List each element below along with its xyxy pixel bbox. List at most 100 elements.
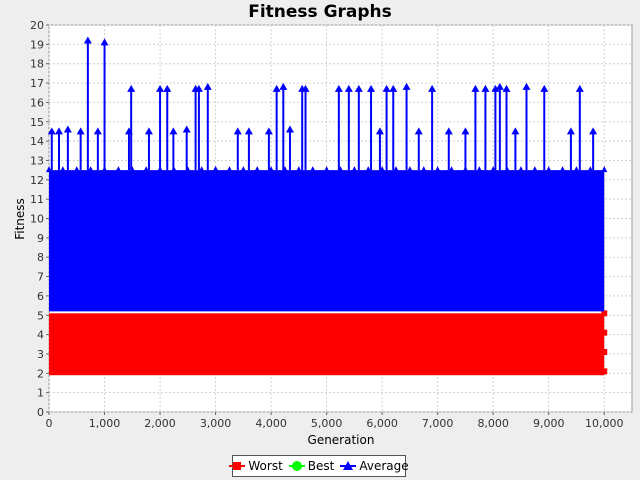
- series-average-marker: [144, 127, 153, 135]
- series-average-marker: [93, 127, 102, 135]
- series-average-marker: [295, 166, 302, 173]
- series-average-band: [49, 170, 605, 312]
- legend-item-best: Best: [288, 459, 335, 473]
- y-tick-label: 18: [30, 58, 44, 71]
- series-average-marker: [184, 166, 191, 173]
- series-average-marker: [428, 84, 437, 92]
- series-average-marker: [517, 166, 524, 173]
- series-average-marker: [233, 127, 242, 135]
- legend-marker-best: [288, 460, 305, 472]
- x-tick-label: 0: [46, 417, 53, 430]
- series-average-marker: [351, 166, 358, 173]
- series-average-marker: [76, 127, 85, 135]
- y-tick-label: 16: [30, 96, 44, 109]
- series-average-marker: [402, 82, 411, 90]
- series-average-marker: [157, 166, 164, 173]
- series-average-marker: [203, 82, 212, 90]
- x-tick-label: 1,000: [89, 417, 121, 430]
- x-tick-label: 7,000: [422, 417, 454, 430]
- series-average-marker: [279, 82, 288, 90]
- series-average-marker: [46, 166, 52, 173]
- legend-item-average: Average: [340, 459, 409, 473]
- series-average-marker: [101, 166, 108, 173]
- series-average-marker: [461, 127, 470, 135]
- series-average-marker: [389, 84, 398, 92]
- series-average-marker: [87, 166, 94, 173]
- series-average-marker: [54, 127, 63, 135]
- series-average-marker: [379, 166, 386, 173]
- y-tick-label: 1: [37, 387, 44, 400]
- series-average-marker: [575, 84, 584, 92]
- series-average-marker: [354, 84, 363, 92]
- series-layer: [46, 36, 608, 376]
- series-worst-marker: [601, 349, 608, 356]
- series-average-marker: [254, 166, 261, 173]
- series-average-marker: [382, 84, 391, 92]
- x-tick-label: 8,000: [477, 417, 509, 430]
- series-average-marker: [198, 166, 205, 173]
- series-average-marker: [272, 84, 281, 92]
- series-average-marker: [406, 166, 413, 173]
- series-average-marker: [589, 127, 598, 135]
- series-average-marker: [545, 166, 552, 173]
- series-worst-marker: [601, 329, 608, 336]
- legend-label-worst: Worst: [248, 459, 283, 473]
- series-average-marker: [170, 166, 177, 173]
- series-average-marker: [169, 127, 178, 135]
- series-average-marker: [143, 166, 150, 173]
- legend-marker-worst: [229, 460, 246, 472]
- series-average-marker: [414, 127, 423, 135]
- series-worst-marker: [601, 368, 608, 375]
- series-average-marker: [226, 166, 233, 173]
- x-tick-label: 9,000: [533, 417, 565, 430]
- y-tick-label: 5: [37, 309, 44, 322]
- series-average-marker: [163, 84, 172, 92]
- series-average-marker: [156, 84, 165, 92]
- series-average-marker: [182, 125, 191, 133]
- series-average-marker: [281, 166, 288, 173]
- series-average-marker: [504, 166, 511, 173]
- series-worst-marker: [601, 310, 608, 317]
- legend-label-best: Best: [307, 459, 335, 473]
- series-average-marker: [420, 166, 427, 173]
- y-tick-label: 0: [37, 406, 44, 419]
- series-average-marker: [59, 166, 66, 173]
- y-tick-label: 13: [30, 154, 44, 167]
- series-average-marker: [448, 166, 455, 173]
- series-average-marker: [285, 125, 294, 133]
- y-tick-label: 15: [30, 116, 44, 129]
- x-tick-label: 3,000: [200, 417, 232, 430]
- x-tick-label: 5,000: [311, 417, 343, 430]
- series-average-marker: [212, 166, 219, 173]
- series-average-marker: [264, 127, 273, 135]
- series-average-marker: [301, 84, 310, 92]
- series-average-marker: [573, 166, 580, 173]
- legend-label-average: Average: [359, 459, 409, 473]
- y-tick-label: 3: [37, 348, 44, 361]
- series-average-marker: [495, 82, 504, 90]
- series-average-marker: [73, 166, 80, 173]
- series-average-marker: [601, 166, 608, 173]
- x-tick-label: 4,000: [255, 417, 287, 430]
- y-tick-label: 2: [37, 367, 44, 380]
- series-average-marker: [63, 125, 72, 133]
- y-tick-label: 17: [30, 77, 44, 90]
- series-average-marker: [115, 166, 122, 173]
- x-axis-label: Generation: [308, 433, 375, 447]
- series-average-marker: [511, 127, 520, 135]
- legend: Worst Best Average: [229, 455, 409, 477]
- series-average-marker: [100, 38, 109, 46]
- x-tick-label: 6,000: [366, 417, 398, 430]
- series-average-marker: [365, 166, 372, 173]
- chart-title: Fitness Graphs: [248, 2, 392, 22]
- series-average-marker: [83, 36, 92, 44]
- y-axis-label: Fitness: [13, 198, 27, 240]
- series-average-marker: [309, 166, 316, 173]
- y-tick-label: 6: [37, 290, 44, 303]
- series-average-marker: [444, 127, 453, 135]
- series-average-marker: [244, 127, 253, 135]
- series-average-marker: [531, 166, 538, 173]
- series-average-marker: [502, 84, 511, 92]
- series-average-marker: [462, 166, 469, 173]
- y-tick-label: 10: [30, 213, 44, 226]
